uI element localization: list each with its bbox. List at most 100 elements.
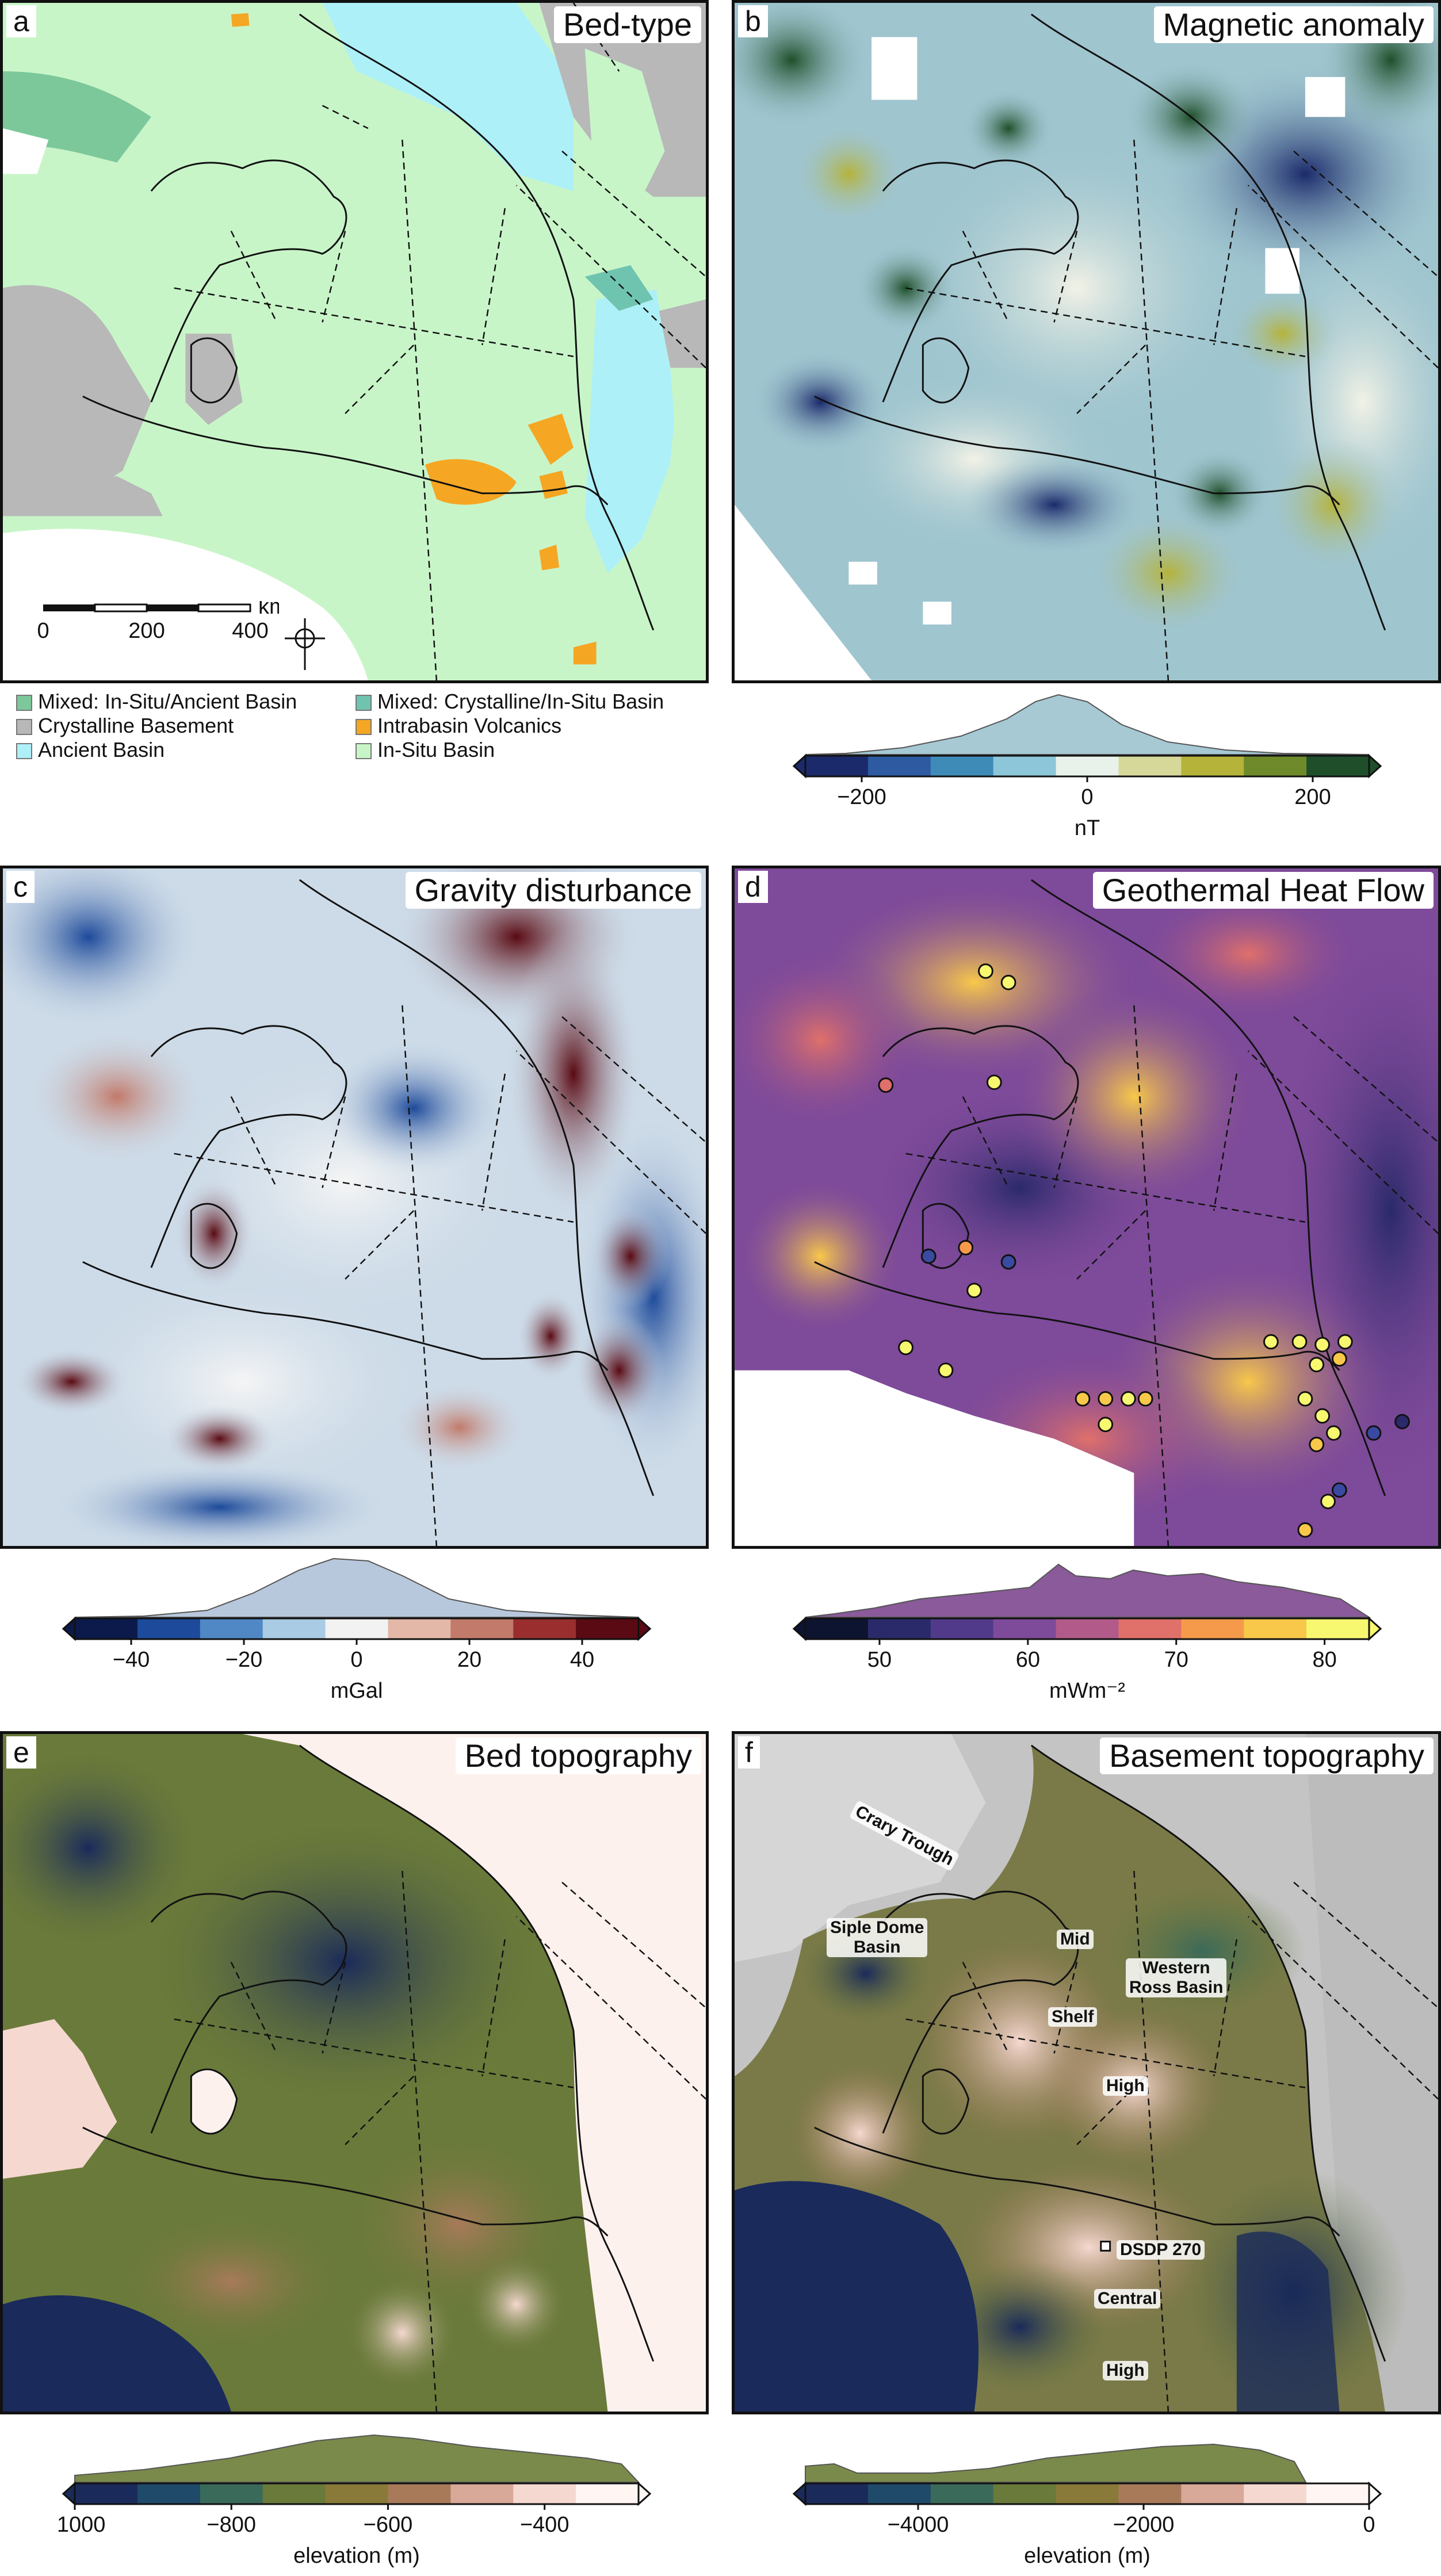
basement-colorbar-swatch [867,2483,931,2504]
heatflow-colorbar-tick-label: 70 [1164,1648,1188,1672]
scale-bar: 0 200 400 km [37,595,287,653]
panel-e-bed-topography: e Bed topography [0,1731,709,2414]
scale-tick-0: 0 [37,619,49,643]
bed-colorbar-tick-label: −400 [520,2513,569,2537]
bed-colorbar: −1000 −800 −600 −400 elevation (m) [44,2418,656,2573]
panel-a-letter: a [6,5,36,37]
magnetic-anomaly-map [735,3,1438,680]
basement-colorbar-swatch [1306,2483,1370,2504]
basement-colorbar-tick-label: −4000 [888,2513,949,2537]
basement-colorbar-swatch [1118,2483,1182,2504]
gravity-colorbar-tick-label: 0 [350,1648,362,1672]
label-mid: Mid [1057,1930,1094,1949]
bed-unit: elevation (m) [293,2544,420,2568]
legend-label: Mixed: Crystalline/In-Situ Basin [377,690,664,713]
bed-colorbar-graphic: −1000 −800 −600 −400 elevation (m) [44,2434,652,2568]
heatflow-colorbar-swatch [1181,1618,1244,1639]
gravity-colorbar-tick-label: −40 [113,1648,150,1672]
magnetic-colorbar-swatch [1244,756,1307,776]
bed-type-map [3,3,706,680]
panel-c-title: Gravity disturbance [405,872,701,909]
bed-colorbar-swatch [200,2483,263,2504]
label-western-ross-basin: Western Ross Basin [1126,1958,1227,1997]
panel-d-letter: d [738,871,768,903]
bed-colorbar-swatch [576,2483,639,2504]
scale-tick-400: 400 [232,619,268,643]
gravity-colorbar-graphic: −40 −20 0 20 40 mGal [62,1557,652,1703]
legend-swatch [356,695,372,711]
gravity-colorbar-swatch [262,1618,326,1639]
magnetic-colorbar-swatch [1118,756,1182,776]
bed-colorbar-swatch [137,2483,201,2504]
bed-colorbar-tick-label: −600 [364,2513,413,2537]
legend-item-crystalline-basement: Crystalline Basement [16,714,234,737]
heatflow-colorbar-swatch [867,1618,931,1639]
gravity-colorbar-swatch [75,1618,138,1639]
basement-colorbar-graphic: −4000 −2000 0 elevation (m) [792,2443,1382,2568]
heatflow-colorbar-swatch [805,1618,869,1639]
basement-colorbar-swatch [1181,2483,1244,2504]
basement-colorbar: −4000 −2000 0 elevation (m) [788,2418,1386,2573]
heatflow-colorbar-tick-label: 80 [1312,1648,1336,1672]
gravity-colorbar-tick-label: 20 [457,1648,481,1672]
heatflow-colorbar-tick-label: 50 [867,1648,892,1672]
basement-colorbar-swatch [930,2483,994,2504]
gravity-colorbar-swatch [325,1618,388,1639]
bed-colorbar-swatch [262,2483,326,2504]
gravity-colorbar-tick-label: −20 [225,1648,262,1672]
basement-histogram [805,2443,1307,2483]
heatflow-histogram [805,1563,1371,1618]
magnetic-colorbar-swatch [930,756,994,776]
heatflow-colorbar-swatch [1306,1618,1370,1639]
heatflow-colorbar-swatch [1244,1618,1307,1639]
north-arrow-icon [285,618,325,670]
legend-item-mixed-crystalline-insitu: Mixed: Crystalline/In-Situ Basin [356,690,664,713]
legend-label: Crystalline Basement [38,714,234,737]
basement-unit: elevation (m) [1024,2544,1150,2568]
bed-colorbar-swatch [513,2483,576,2504]
magnetic-colorbar-swatch [1306,756,1370,776]
heat-flow-measurement-points [878,963,1410,1538]
heatflow-colorbar-graphic: 50 60 70 80 mWm⁻² [792,1563,1382,1703]
bed-colorbar-tick-label: −1000 [58,2513,105,2537]
magnetic-colorbar-graphic: −200 0 200 nT [792,694,1382,840]
gravity-colorbar-swatch [200,1618,263,1639]
dsdp-270-marker [1100,2241,1111,2252]
legend-label: In-Situ Basin [377,738,495,761]
heatflow-unit: mWm⁻² [1049,1679,1125,1703]
magnetic-colorbar-tick-label: 0 [1081,785,1093,809]
basement-colorbar-swatch [1244,2483,1307,2504]
heatflow-colorbar-swatch [930,1618,994,1639]
heatflow-colorbar-tick-label: 60 [1016,1648,1040,1672]
panel-e-title: Bed topography [455,1737,701,1774]
gravity-colorbar-swatch [576,1618,639,1639]
panel-c-letter: c [6,871,35,903]
gravity-colorbar-swatch [450,1618,514,1639]
heatflow-colorbar: 50 60 70 80 mWm⁻² [788,1553,1386,1708]
panel-f-basement-topography: f Basement topography Crary Trough Siple… [732,1731,1441,2414]
gravity-histogram [74,1557,639,1618]
basement-topography-map [735,1734,1438,2412]
heatflow-colorbar-swatch [993,1618,1057,1639]
basement-colorbar-swatch [1056,2483,1119,2504]
panel-b-magnetic-anomaly: b Magnetic anomaly [732,0,1441,683]
label-shelf: Shelf [1048,2007,1098,2027]
bed-colorbar-swatch [450,2483,514,2504]
panel-d-geothermal-heat-flow: d Geothermal Heat Flow [732,866,1441,1549]
legend-label: Ancient Basin [38,738,165,761]
label-siple-dome-basin: Siple Dome Basin [827,1918,928,1957]
gravity-unit: mGal [331,1679,383,1703]
label-central: Central [1094,2289,1161,2309]
bed-histogram [74,2434,640,2483]
magnetic-colorbar-tick-label: 200 [1294,785,1331,809]
bed-topography-map [3,1734,706,2412]
legend-item-insitu-basin: In-Situ Basin [356,738,495,761]
bed-colorbar-swatch [75,2483,138,2504]
bed-colorbar-swatch [325,2483,388,2504]
panel-d-title: Geothermal Heat Flow [1092,872,1434,909]
legend-label: Mixed: In-Situ/Ancient Basin [38,690,297,713]
magnetic-colorbar-swatch [993,756,1057,776]
bed-colorbar-tick-label: −800 [207,2513,256,2537]
legend-item-ancient-basin: Ancient Basin [16,738,165,761]
panel-f-title: Basement topography [1100,1737,1434,1774]
